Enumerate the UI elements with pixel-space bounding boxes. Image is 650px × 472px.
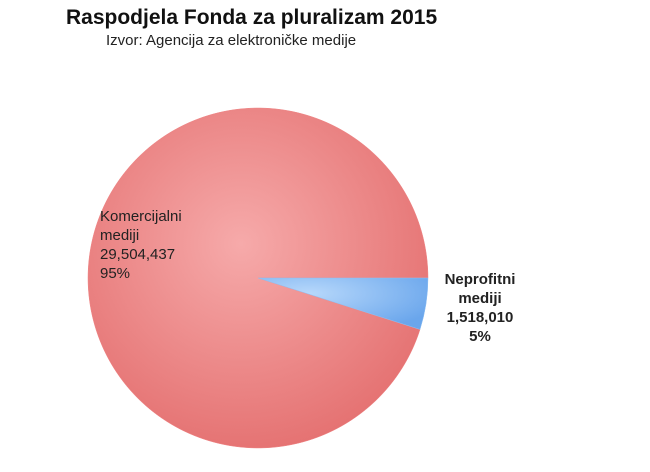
value-label: 29,504,437: [100, 246, 176, 263]
slice-label: Komercijalni mediji 29,504,437 95%: [100, 207, 220, 283]
chart-subtitle: Izvor: Agencija za elektroničke medije: [106, 32, 357, 49]
chart-title: Raspodjela Fonda za pluralizam 2015: [66, 6, 438, 29]
value-label: 1,518,010: [446, 309, 514, 326]
category-label: Komercijalni mediji: [100, 208, 182, 244]
pie-slice: [257, 277, 429, 330]
percent-label: 5%: [469, 328, 491, 345]
category-label: Neprofitni mediji: [444, 271, 516, 307]
slice-label: Neprofitni mediji 1,518,010 5%: [430, 270, 530, 346]
percent-label: 95%: [100, 265, 131, 282]
